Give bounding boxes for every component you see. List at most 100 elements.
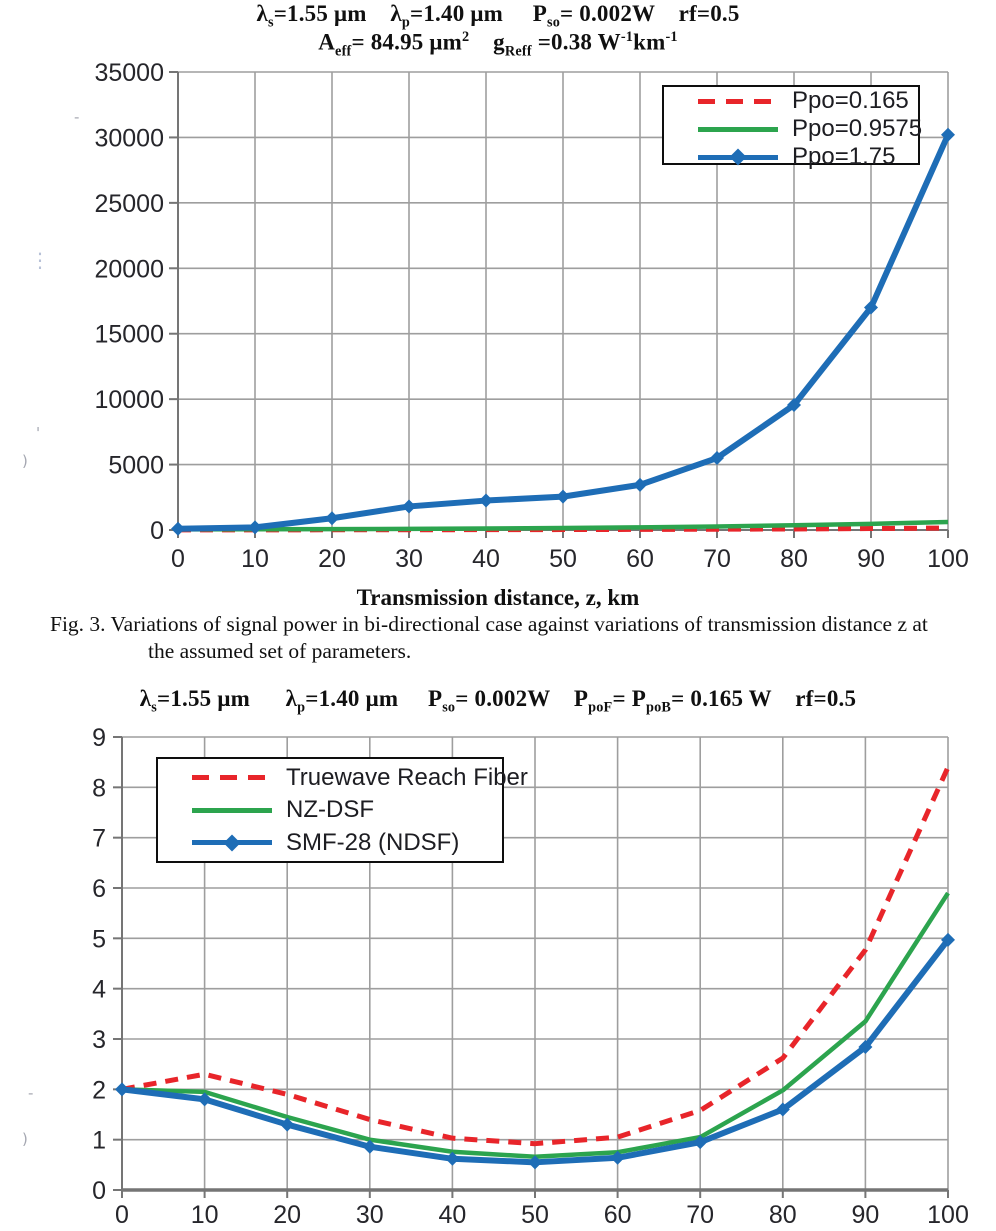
- diamond-marker: [248, 520, 262, 535]
- diamond-marker: [775, 1102, 790, 1117]
- x-tick-label: 20: [273, 1201, 301, 1229]
- diamond-marker: [528, 1155, 542, 1170]
- x-tick-label: 60: [626, 545, 654, 573]
- green-line-sample: [698, 126, 778, 132]
- legend-item: Ppo=0.165: [664, 87, 918, 115]
- x-tick-label: 10: [241, 545, 269, 573]
- blue-diamond-line-sample: [698, 148, 778, 166]
- x-tick-label: 80: [769, 1201, 797, 1229]
- scan-artifact: ): [22, 452, 28, 470]
- y-tick-label: 4: [92, 976, 106, 1004]
- legend-label: Ppo=1.75: [792, 143, 896, 170]
- scan-artifact: ): [22, 1130, 28, 1148]
- legend-label: Ppo=0.9575: [792, 115, 923, 142]
- y-tick-label: 25000: [94, 190, 164, 218]
- x-tick-label: 60: [604, 1201, 632, 1229]
- y-tick-label: 15000: [94, 321, 164, 349]
- fig3-chart-canvas: 0 5000 10000 15000 20000 25000 30000 35000 0 10 20…: [94, 60, 968, 573]
- series-Ppo=0.9575: [177, 519, 949, 532]
- fig3-title-line1: λs=1.55 μm λp=1.40 μm Pso= 0.002W rf=0.5: [256, 1, 740, 31]
- diamond-marker: [633, 477, 647, 492]
- y-tick-label: 2: [92, 1076, 106, 1104]
- x-tick-label: 40: [472, 545, 500, 573]
- diamond-marker: [402, 499, 416, 514]
- x-tick-label: 70: [703, 545, 731, 573]
- x-tick-label: 30: [356, 1201, 384, 1229]
- red-dashed-line-sample: [698, 98, 778, 104]
- diamond-marker: [115, 1082, 129, 1097]
- diamond-marker: [787, 398, 801, 413]
- series-Truewave Reach Fiber: [121, 766, 951, 1147]
- diamond-marker: [610, 1150, 625, 1165]
- fig4-legend: Truewave Reach Fiber NZ-DSF SMF-28 (NDSF…: [156, 757, 528, 863]
- x-tick-label: 100: [927, 1201, 969, 1229]
- scan-artifact: -: [74, 108, 80, 126]
- diamond-marker: [941, 932, 955, 947]
- y-tick-label: 0: [92, 1177, 106, 1205]
- fig3-legend: Ppo=0.165 Ppo=0.9575 Ppo=1.75: [662, 85, 922, 170]
- diamond-marker: [171, 521, 185, 536]
- y-tick-label: 3: [92, 1026, 106, 1054]
- y-tick-label: 10000: [94, 386, 164, 414]
- x-tick-label: 0: [115, 1201, 129, 1229]
- scan-artifact: ': [36, 424, 41, 442]
- x-tick-label: 30: [395, 545, 423, 573]
- x-tick-label: 40: [438, 1201, 466, 1229]
- series-Ppo=1.75: [171, 127, 955, 536]
- series-SMF-28 (NDSF): [115, 932, 955, 1170]
- y-tick-label: 9: [92, 725, 106, 752]
- diamond-marker: [858, 1040, 873, 1055]
- fig3-title-line2: Aeff= 84.95 μm2 gReff =0.38 W-1km-1: [318, 29, 678, 60]
- x-tick-label: 20: [318, 545, 346, 573]
- diamond-marker: [556, 489, 570, 504]
- y-tick-label: 20000: [94, 255, 164, 283]
- y-tick-label: 5: [92, 925, 106, 953]
- y-tick-label: 5000: [108, 452, 164, 480]
- red-dashed-line-sample: [192, 775, 272, 780]
- diamond-marker: [445, 1151, 460, 1166]
- y-tick-label: 1: [92, 1127, 106, 1155]
- scan-artifact: -: [28, 1084, 34, 1102]
- scan-artifact: ⋮: [30, 248, 50, 272]
- diamond-marker: [479, 493, 493, 508]
- diamond-marker: [710, 451, 724, 466]
- legend-item: Truewave Reach Fiber: [158, 764, 528, 792]
- diamond-marker: [325, 511, 339, 526]
- x-tick-label: 10: [191, 1201, 219, 1229]
- green-line-sample: [192, 807, 272, 813]
- diamond-marker: [941, 127, 955, 142]
- y-tick-label: 6: [92, 875, 106, 903]
- y-tick-label: 35000: [94, 60, 164, 87]
- x-tick-label: 80: [780, 545, 808, 573]
- fig3-x-axis-label: Transmission distance, z, km: [356, 585, 640, 610]
- legend-label: Ppo=0.165: [792, 87, 909, 114]
- legend-label: SMF-28 (NDSF): [286, 828, 460, 856]
- diamond-marker: [197, 1092, 212, 1107]
- legend-item: NZ-DSF: [158, 796, 502, 824]
- legend-label: Truewave Reach Fiber: [286, 763, 528, 791]
- legend-item: SMF-28 (NDSF): [158, 829, 502, 857]
- y-tick-label: 30000: [94, 124, 164, 152]
- x-tick-label: 0: [171, 545, 185, 573]
- x-tick-label: 100: [927, 545, 969, 573]
- fig3-caption-line1: Fig. 3. Variations of signal power in bi…: [50, 612, 928, 636]
- diamond-marker: [280, 1117, 295, 1132]
- legend-label: NZ-DSF: [286, 796, 374, 823]
- diamond-marker: [362, 1139, 377, 1154]
- x-tick-label: 90: [857, 545, 885, 573]
- fig3-caption-line2: the assumed set of parameters.: [148, 639, 412, 663]
- diamond-marker: [864, 300, 878, 315]
- tick-labels: 0 5000 10000 15000 20000 25000 30000 35000 0 10 20…: [94, 60, 968, 573]
- fig4-title: λs=1.55 μm λp=1.40 μm Pso= 0.002W PpoF= …: [139, 686, 857, 716]
- diamond-marker: [693, 1135, 708, 1150]
- x-tick-label: 50: [549, 545, 577, 573]
- x-tick-label: 50: [521, 1201, 549, 1229]
- x-tick-label: 90: [851, 1201, 879, 1229]
- y-tick-label: 0: [150, 517, 164, 545]
- legend-item: Ppo=0.9575: [664, 115, 922, 143]
- x-tick-label: 70: [686, 1201, 714, 1229]
- y-tick-label: 8: [92, 774, 106, 802]
- blue-diamond-line-sample: [192, 834, 272, 851]
